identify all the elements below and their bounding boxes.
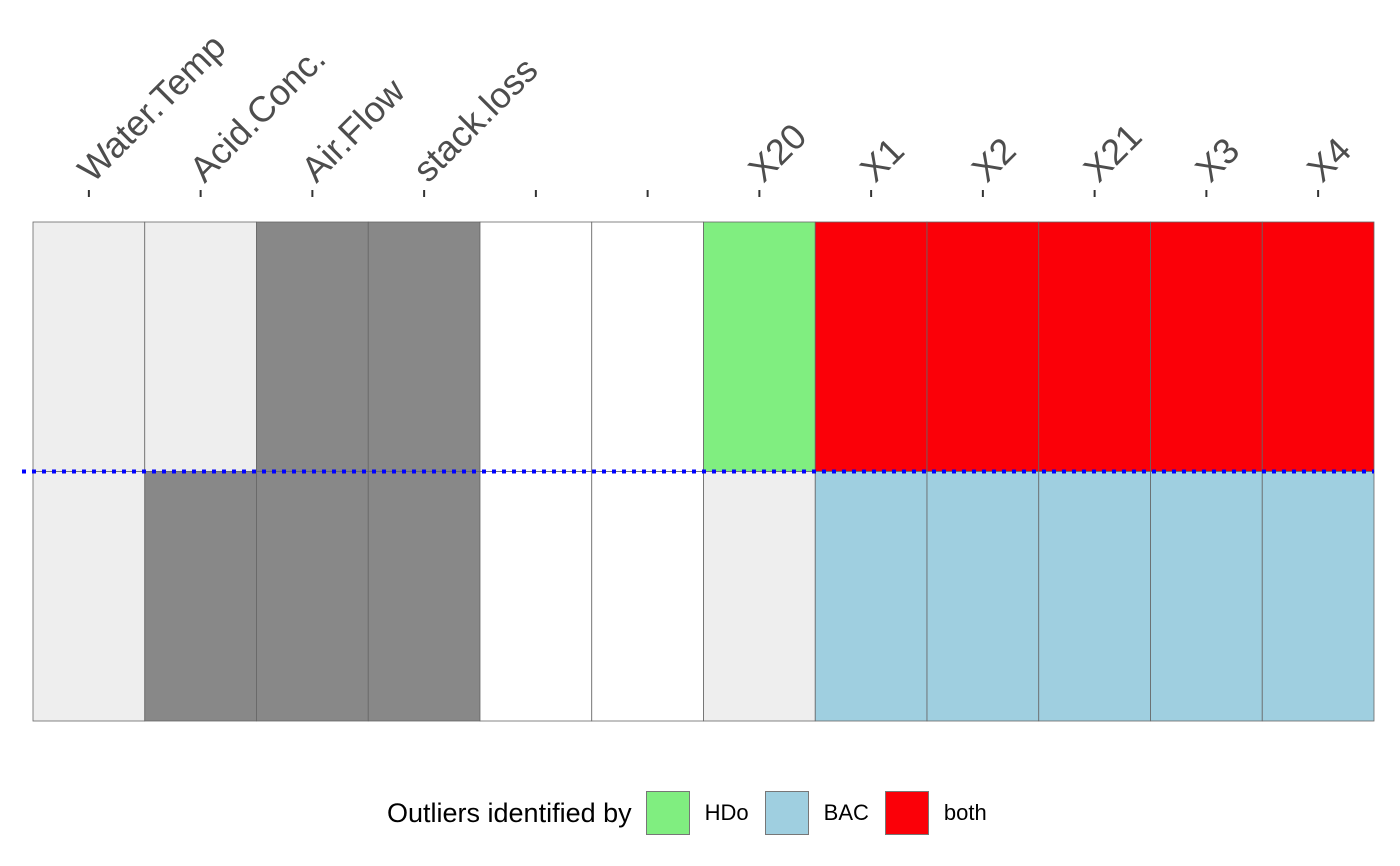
heatmap-cell: [926, 471, 1040, 722]
heatmap-cell: [814, 221, 928, 472]
heatmap-cell: [144, 221, 257, 472]
heatmap-cell: [703, 221, 816, 472]
column-ticks: [87, 190, 1320, 197]
heatmap-cells: [32, 221, 1375, 722]
legend-key-hdo: [645, 791, 690, 835]
legend: Outliers identified by HDo BAC both: [387, 790, 1003, 836]
heatmap-cell: [479, 221, 593, 472]
heatmap-cell: [1150, 221, 1263, 472]
heatmap-cell: [256, 221, 369, 472]
heatmap-cell: [1150, 471, 1263, 722]
heatmap-cell: [703, 471, 816, 722]
heatmap-cell: [1261, 471, 1375, 722]
heatmap-cell: [591, 471, 704, 722]
heatmap-cell: [1261, 221, 1375, 472]
column-tick-label: stack.loss: [405, 49, 546, 190]
heatmap-cell: [144, 471, 257, 722]
column-tick-label: X2: [964, 130, 1024, 190]
legend-title: Outliers identified by: [387, 797, 632, 828]
column-tick-label: X20: [740, 115, 814, 189]
column-tick-label: X1: [852, 130, 912, 190]
column-tick-label: X4: [1299, 130, 1359, 190]
heatmap-cell: [926, 221, 1040, 472]
heatmap-cell: [591, 221, 704, 472]
heatmap-cell: [814, 471, 928, 722]
heatmap-cell: [256, 471, 369, 722]
heatmap-cell: [32, 221, 146, 472]
heatmap-cell: [32, 471, 146, 722]
heatmap-cell: [1038, 471, 1151, 722]
heatmap-cell: [367, 471, 481, 722]
heatmap-cell: [367, 221, 481, 472]
heatmap-cell: [479, 471, 593, 722]
legend-label-hdo: HDo: [704, 800, 749, 825]
legend-label-both: both: [943, 800, 987, 825]
legend-key-bac: [764, 791, 809, 835]
column-tick-label: X3: [1187, 130, 1247, 190]
legend-key-both: [884, 791, 929, 835]
heatmap-cell: [1038, 221, 1151, 472]
column-tick-label: X21: [1075, 115, 1149, 189]
legend-label-bac: BAC: [823, 800, 869, 825]
